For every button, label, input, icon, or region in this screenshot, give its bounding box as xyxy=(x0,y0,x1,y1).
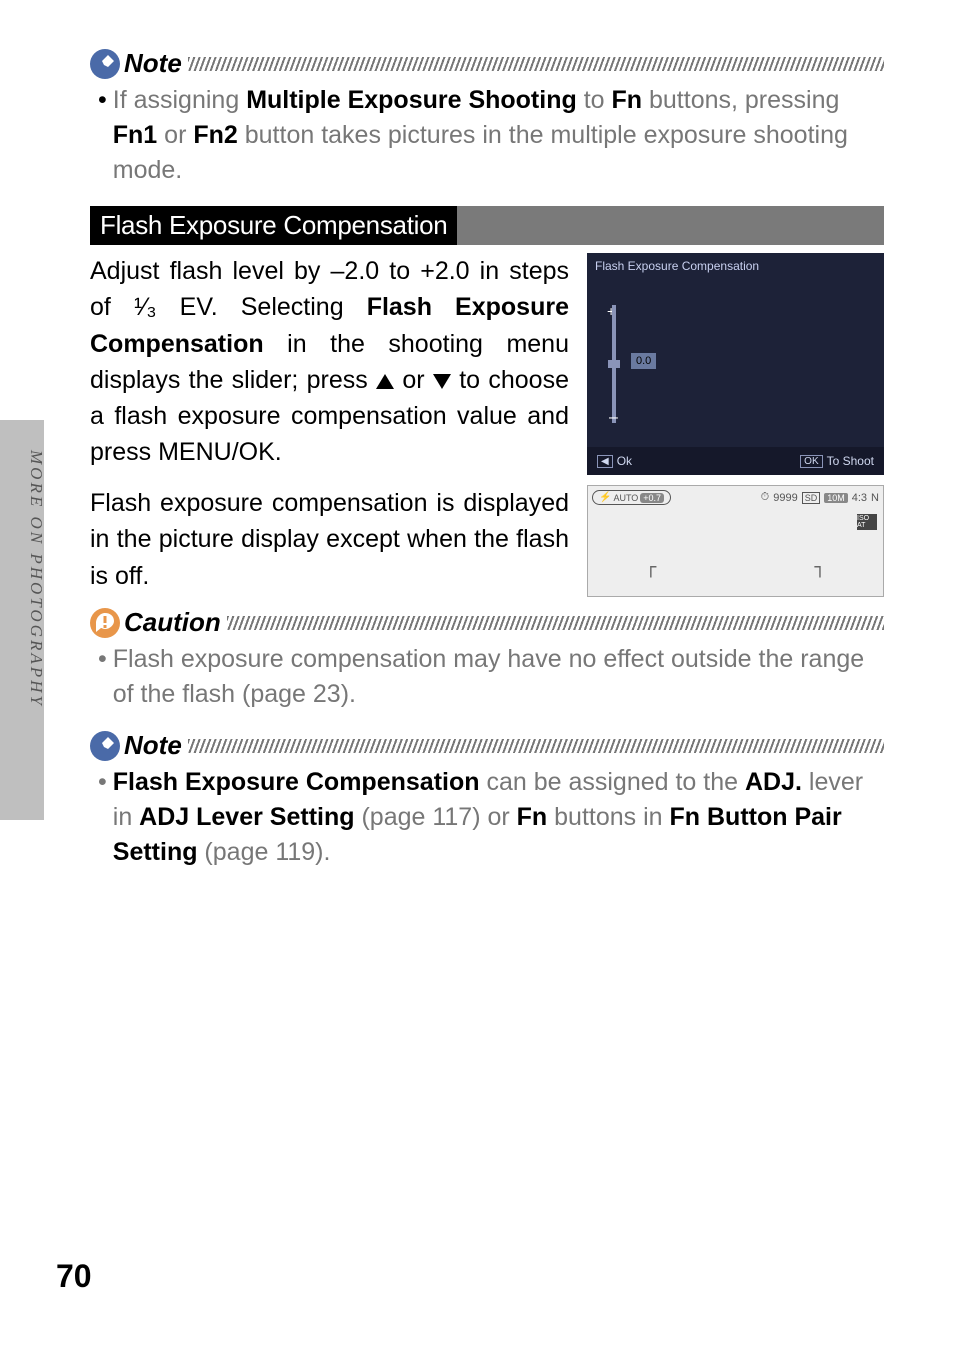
t: Flash Exposure Compensation xyxy=(113,768,480,796)
focus-brackets: ┌┐ xyxy=(646,557,826,578)
t: Multiple Exposure Shooting xyxy=(246,86,577,114)
slider-value: 0.0 xyxy=(631,353,656,369)
lcd-screenshot-1: Flash Exposure Compensation + – 0.0 ◀Ok … xyxy=(587,253,884,475)
t: SD xyxy=(802,492,821,504)
page-number: 70 xyxy=(56,1258,92,1295)
t: buttons, pressing xyxy=(642,86,839,114)
para1: Adjust flash level by –2.0 to +2.0 in st… xyxy=(90,253,569,475)
note-header-2: Note xyxy=(90,730,884,761)
t: OK xyxy=(800,455,822,468)
t: If assigning xyxy=(113,86,246,114)
t: Fn xyxy=(612,86,643,114)
t: to xyxy=(577,86,612,114)
t: Flash exposure compensation may have no … xyxy=(113,642,884,712)
pin-icon xyxy=(90,731,120,761)
hatch-divider xyxy=(227,616,884,630)
caution-label: Caution xyxy=(124,607,221,638)
t: +0.7 xyxy=(640,493,664,503)
para2: Flash exposure compensation is displayed… xyxy=(90,485,569,597)
hatch-divider xyxy=(188,739,884,753)
t: MENU/OK xyxy=(158,438,275,466)
t: Ok xyxy=(617,454,632,468)
status-right: ⏱ 9999 SD 10M 4:3 N xyxy=(761,491,879,504)
t: Fn xyxy=(517,803,548,831)
t: Fn1 xyxy=(113,121,157,149)
flash-badge: ⚡AUTO+0.7 xyxy=(592,490,671,505)
caution-header: Caution xyxy=(90,607,884,638)
t: (page 119). xyxy=(197,838,330,866)
lcd-title: Flash Exposure Compensation xyxy=(587,253,884,279)
hatch-divider xyxy=(188,57,884,71)
t: N xyxy=(871,492,879,504)
caution-body: • Flash exposure compensation may have n… xyxy=(90,642,884,712)
section-heading: Flash Exposure Compensation xyxy=(90,206,884,245)
section-title: Flash Exposure Compensation xyxy=(90,206,457,245)
warning-icon xyxy=(90,608,120,638)
note1-body: • If assigning Multiple Exposure Shootin… xyxy=(90,83,884,188)
t: 10M xyxy=(824,493,848,503)
pin-icon xyxy=(90,49,120,79)
t: AUTO xyxy=(613,493,638,503)
note-header-1: Note xyxy=(90,48,884,79)
t: buttons in xyxy=(547,803,669,831)
t: or xyxy=(394,366,433,394)
up-icon xyxy=(376,374,394,389)
iso-badge: ISO AT xyxy=(857,514,877,530)
t: . xyxy=(275,438,282,466)
t: can be assigned to the xyxy=(480,768,745,796)
note2-body: • Flash Exposure Compensation can be ass… xyxy=(90,765,884,870)
t: 9999 xyxy=(773,492,797,504)
t: 4:3 xyxy=(852,492,867,504)
t: (page 117) or xyxy=(355,803,517,831)
t: ADJ. xyxy=(745,768,802,796)
t: Fn2 xyxy=(193,121,237,149)
note-label: Note xyxy=(124,730,182,761)
t: ADJ Lever Setting xyxy=(139,803,354,831)
slider: + – xyxy=(603,305,625,423)
lcd-screenshot-2: ⚡AUTO+0.7 ⏱ 9999 SD 10M 4:3 N ISO AT ┌┐ xyxy=(587,485,884,597)
t: or xyxy=(157,121,193,149)
down-icon xyxy=(433,374,451,389)
note-label: Note xyxy=(124,48,182,79)
t: To Shoot xyxy=(827,454,874,468)
